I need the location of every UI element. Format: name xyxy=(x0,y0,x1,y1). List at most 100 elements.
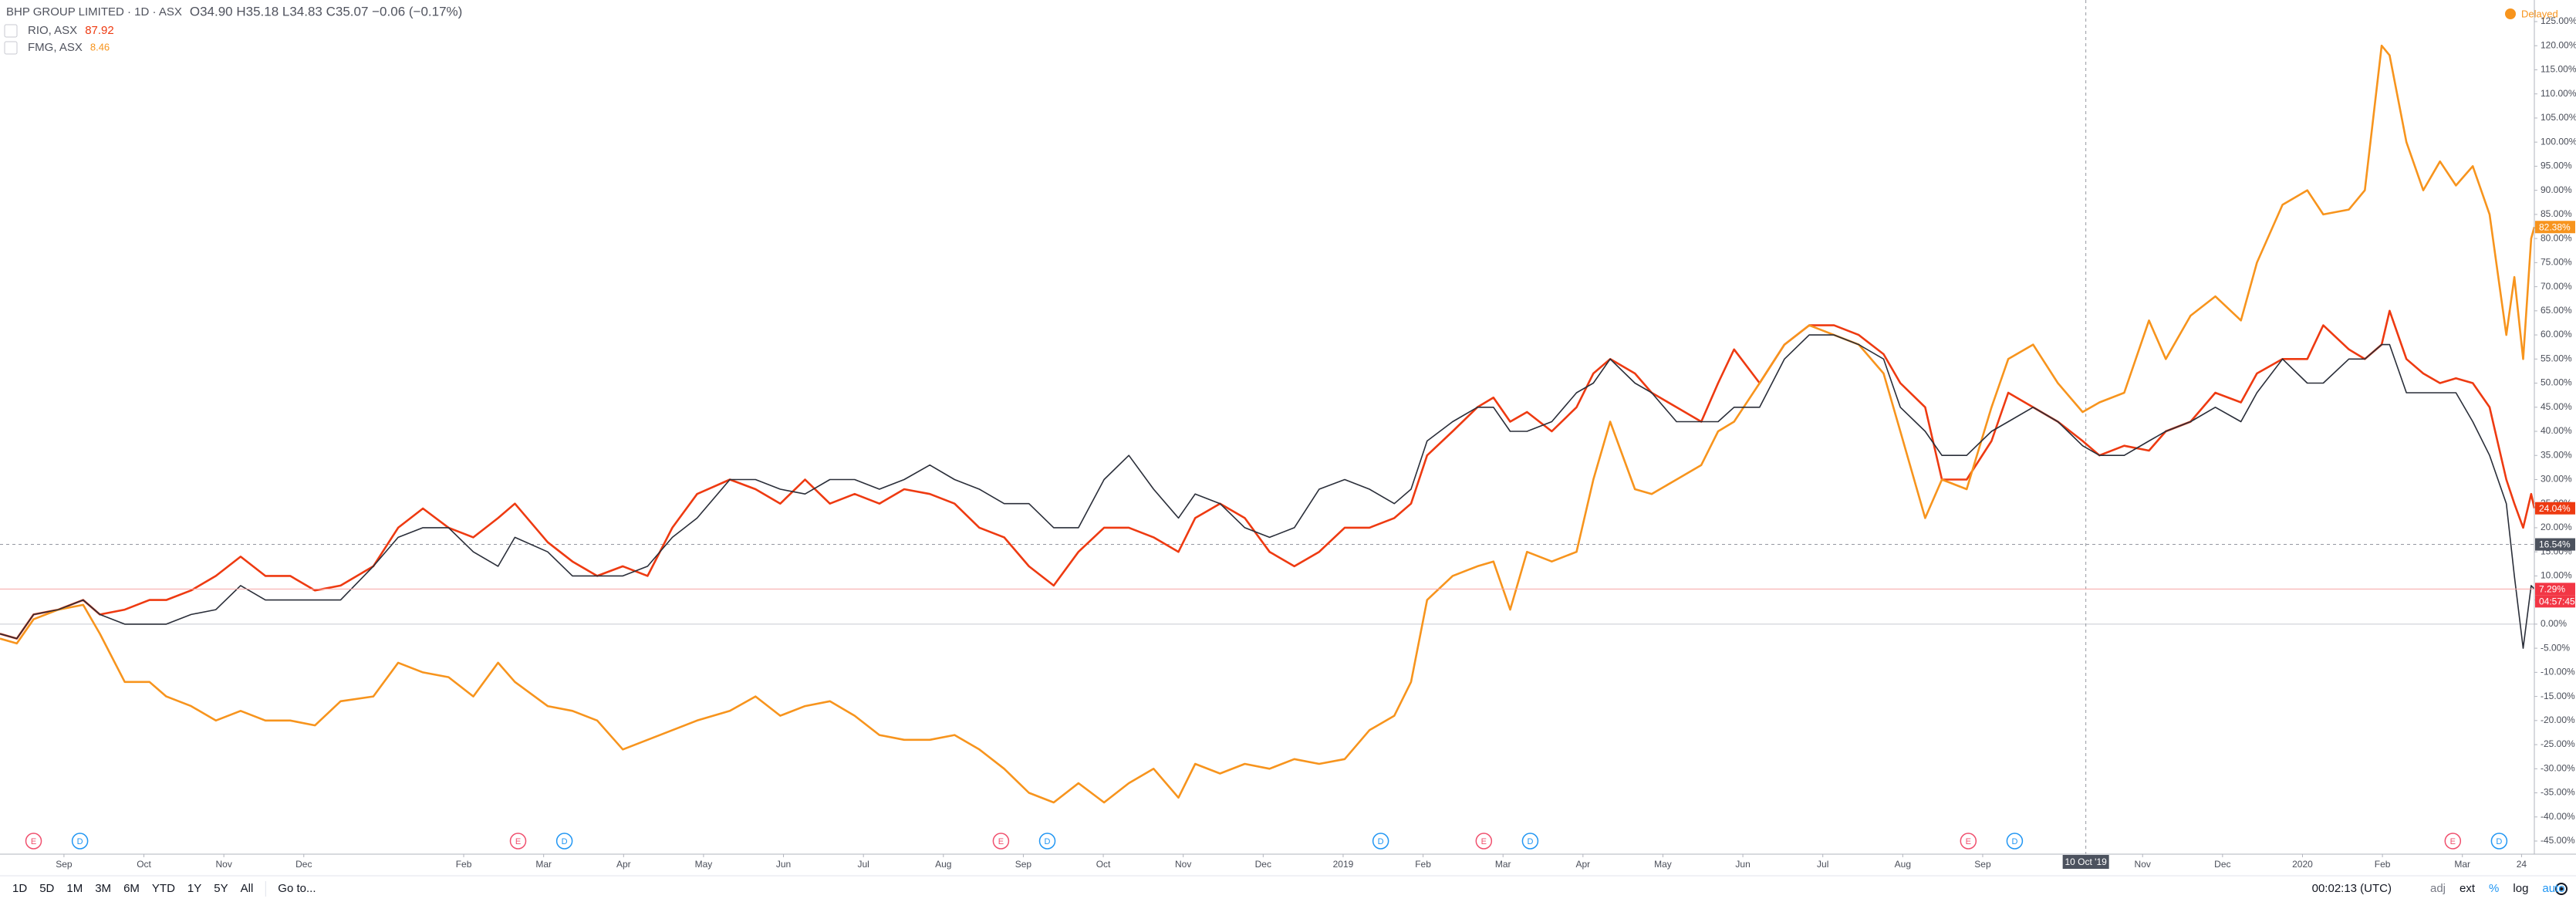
range-button[interactable]: 5Y xyxy=(214,882,228,895)
x-tick-label: 2020 xyxy=(2292,859,2313,870)
x-tick-label: May xyxy=(695,859,713,870)
legend-toggle[interactable] xyxy=(4,41,18,55)
option-button[interactable]: adj xyxy=(2430,882,2446,895)
event-label: E xyxy=(2450,837,2456,846)
y-tick-label: -20.00% xyxy=(2541,715,2575,725)
countdown-box xyxy=(2535,595,2575,608)
x-tick-label: Nov xyxy=(215,859,231,870)
option-button[interactable]: auto xyxy=(2542,882,2564,895)
x-tick-label: Aug xyxy=(1895,859,1911,870)
event-marker[interactable] xyxy=(1521,833,1539,850)
event-label: D xyxy=(1527,837,1533,846)
x-tick-label: Dec xyxy=(2214,859,2230,870)
legend-name[interactable]: BHP GROUP LIMITED · 1D · ASX xyxy=(6,5,182,19)
range-button[interactable]: 3M xyxy=(95,882,111,895)
event-label: E xyxy=(1966,837,1971,846)
y-tick-label: 90.00% xyxy=(2541,184,2572,195)
x-tick-label: Sep xyxy=(1974,859,1991,870)
event-marker[interactable] xyxy=(1960,833,1977,850)
y-tick-label: -15.00% xyxy=(2541,691,2575,701)
x-tick-label: Dec xyxy=(295,859,312,870)
event-label: E xyxy=(1481,837,1487,846)
x-tick-label: Apr xyxy=(616,859,631,870)
y-tick-label: 105.00% xyxy=(2541,112,2576,123)
event-label: E xyxy=(515,837,521,846)
range-button[interactable]: 1Y xyxy=(187,882,201,895)
y-tick-label: 70.00% xyxy=(2541,281,2572,292)
y-tick-label: -35.00% xyxy=(2541,787,2575,798)
x-tick-label: Mar xyxy=(2454,859,2470,870)
event-marker[interactable] xyxy=(1038,833,1056,850)
x-tick-label: Sep xyxy=(56,859,73,870)
y-tick-label: 35.00% xyxy=(2541,449,2572,460)
event-marker[interactable] xyxy=(71,833,89,850)
range-button[interactable]: 6M xyxy=(123,882,140,895)
legend-value: 87.92 xyxy=(85,24,114,37)
last-value-box xyxy=(2535,583,2575,596)
x-tick-label: Jul xyxy=(1817,859,1828,870)
legend-toggle[interactable] xyxy=(4,24,18,38)
range-button[interactable]: 1M xyxy=(66,882,83,895)
legend-name[interactable]: FMG, ASX xyxy=(28,41,83,54)
legend-value: 8.46 xyxy=(90,41,110,52)
event-marker[interactable] xyxy=(509,833,527,850)
x-tick-label: 24 xyxy=(2517,859,2527,870)
x-tick-label: Jul xyxy=(858,859,869,870)
y-tick-label: 20.00% xyxy=(2541,522,2572,532)
last-value-label: 82.38% xyxy=(2539,221,2571,232)
settings-icon[interactable] xyxy=(2555,883,2568,895)
x-tick-label: Feb xyxy=(1415,859,1431,870)
last-value-label: 24.04% xyxy=(2539,503,2571,514)
range-button[interactable]: All xyxy=(241,882,254,895)
option-button[interactable]: % xyxy=(2489,882,2499,895)
event-label: E xyxy=(998,837,1004,846)
y-tick-label: 110.00% xyxy=(2541,88,2576,99)
event-label: D xyxy=(2496,837,2502,846)
countdown: 04:57:45 xyxy=(2539,596,2575,607)
x-tick-label: Feb xyxy=(2375,859,2391,870)
event-marker[interactable] xyxy=(1372,833,1389,850)
x-tick-label: Nov xyxy=(2135,859,2151,870)
x-tick-label: Apr xyxy=(1575,859,1590,870)
y-tick-label: 80.00% xyxy=(2541,232,2572,243)
x-tick-label: Jun xyxy=(1735,859,1750,870)
legend-value: O34.90 H35.18 L34.83 C35.07 −0.06 (−0.17… xyxy=(190,4,462,19)
clock: 00:02:13 (UTC) xyxy=(2312,882,2392,895)
event-marker[interactable] xyxy=(2490,833,2508,850)
y-tick-label: 115.00% xyxy=(2541,64,2576,75)
event-marker[interactable] xyxy=(2444,833,2462,850)
event-marker[interactable] xyxy=(992,833,1010,850)
option-button[interactable]: log xyxy=(2513,882,2528,895)
event-marker[interactable] xyxy=(1475,833,1493,850)
y-tick-label: 125.00% xyxy=(2541,15,2576,26)
x-tick-label: May xyxy=(1654,859,1672,870)
y-tick-label: -40.00% xyxy=(2541,811,2575,822)
x-tick-label: Mar xyxy=(535,859,552,870)
crosshair-x-box xyxy=(2062,855,2109,869)
range-button[interactable]: 1D xyxy=(12,882,27,895)
x-tick-label: Dec xyxy=(1255,859,1271,870)
x-tick-label: Aug xyxy=(935,859,951,870)
event-marker[interactable] xyxy=(25,833,42,850)
range-button[interactable]: YTD xyxy=(152,882,175,895)
x-tick-label: Feb xyxy=(456,859,472,870)
event-label: D xyxy=(562,837,568,846)
y-tick-label: 45.00% xyxy=(2541,401,2572,412)
range-button[interactable]: 5D xyxy=(39,882,54,895)
event-marker[interactable] xyxy=(555,833,573,850)
event-marker[interactable] xyxy=(2006,833,2024,850)
series-line xyxy=(0,334,2535,649)
y-tick-label: -30.00% xyxy=(2541,762,2575,773)
y-tick-label: 120.00% xyxy=(2541,39,2576,50)
x-tick-label: Oct xyxy=(137,859,151,870)
series-line xyxy=(0,44,2536,804)
option-button[interactable]: ext xyxy=(2460,882,2476,895)
legend-name[interactable]: RIO, ASX xyxy=(28,24,77,37)
y-tick-label: 0.00% xyxy=(2541,618,2567,629)
goto-button[interactable]: Go to... xyxy=(278,882,316,895)
last-value-label: 7.29% xyxy=(2539,584,2565,595)
y-tick-label: 50.00% xyxy=(2541,377,2572,388)
x-tick-label: Nov xyxy=(1175,859,1191,870)
